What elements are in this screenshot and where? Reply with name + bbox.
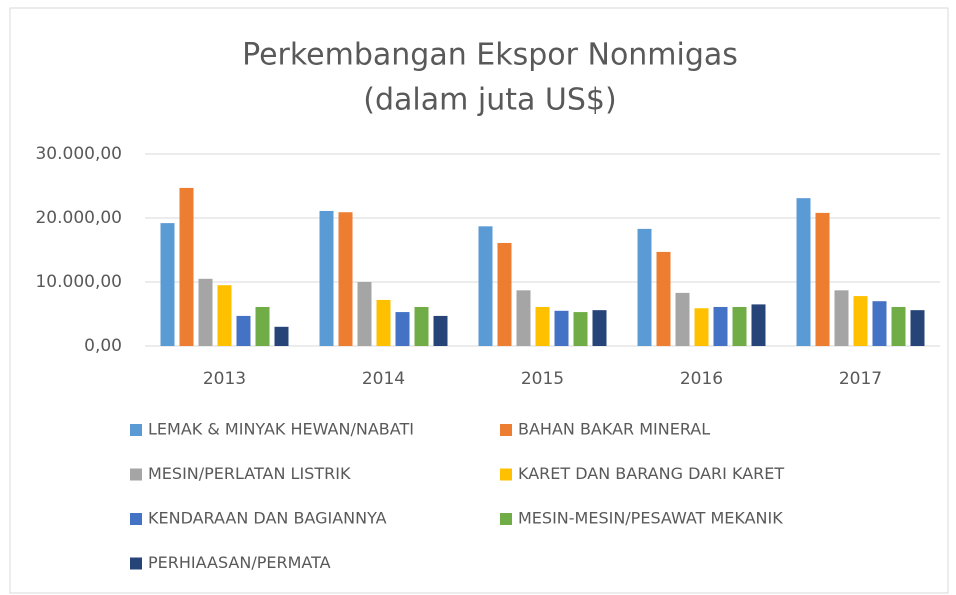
legend-swatch bbox=[500, 468, 512, 481]
legend-label: KENDARAAN DAN BAGIANNYA bbox=[148, 509, 387, 528]
legend-label: KARET DAN BARANG DARI KARET bbox=[518, 464, 784, 483]
bar bbox=[815, 212, 830, 346]
bar bbox=[478, 226, 493, 346]
bar bbox=[357, 282, 372, 346]
bar bbox=[414, 306, 429, 346]
bar bbox=[516, 290, 531, 346]
bar bbox=[395, 312, 410, 346]
bar bbox=[376, 299, 391, 346]
legend-swatch bbox=[130, 513, 142, 525]
chart-subtitle: (dalam juta US$) bbox=[363, 83, 616, 118]
bar bbox=[675, 292, 690, 346]
bar bbox=[573, 312, 588, 346]
legend-label: PERHIAASAN/PERMATA bbox=[148, 553, 331, 572]
bar bbox=[319, 210, 334, 346]
y-tick-label: 20.000,00 bbox=[35, 208, 122, 228]
bar bbox=[160, 223, 175, 346]
x-tick-label: 2016 bbox=[680, 369, 723, 389]
bar bbox=[217, 285, 232, 346]
bar bbox=[751, 304, 766, 346]
y-tick-label: 0,00 bbox=[84, 336, 122, 356]
legend-label: BAHAN BAKAR MINERAL bbox=[518, 420, 710, 439]
bar bbox=[637, 228, 652, 346]
chart-title: Perkembangan Ekspor Nonmigas bbox=[242, 38, 738, 73]
bar bbox=[796, 198, 811, 346]
bar bbox=[274, 326, 289, 346]
legend-swatch bbox=[130, 424, 142, 436]
bar bbox=[554, 310, 569, 346]
bar bbox=[255, 306, 270, 346]
legend-swatch bbox=[130, 557, 142, 570]
bar bbox=[236, 315, 251, 346]
bar bbox=[497, 242, 512, 346]
bar bbox=[853, 296, 868, 346]
bar bbox=[891, 306, 906, 346]
legend-swatch bbox=[130, 468, 142, 481]
x-tick-label: 2017 bbox=[839, 369, 882, 389]
legend-swatch bbox=[500, 513, 512, 525]
legend-label: LEMAK & MINYAK HEWAN/NABATI bbox=[148, 420, 414, 439]
x-tick-label: 2015 bbox=[521, 369, 564, 389]
bar bbox=[656, 251, 671, 346]
legend-swatch bbox=[500, 424, 512, 436]
y-tick-label: 10.000,00 bbox=[35, 272, 122, 292]
legend-label: MESIN-MESIN/PESAWAT MEKANIK bbox=[518, 509, 783, 528]
legend-label: MESIN/PERLATAN LISTRIK bbox=[148, 464, 351, 483]
bar bbox=[535, 306, 550, 346]
bar bbox=[834, 290, 849, 346]
bar bbox=[732, 306, 747, 346]
x-tick-label: 2014 bbox=[362, 369, 405, 389]
bar bbox=[694, 308, 709, 346]
bar bbox=[433, 315, 448, 346]
bar bbox=[592, 310, 607, 346]
bar bbox=[198, 278, 213, 346]
x-tick-label: 2013 bbox=[203, 369, 246, 389]
bar bbox=[910, 310, 925, 346]
bar bbox=[338, 212, 353, 346]
bar bbox=[872, 301, 887, 346]
bar bbox=[713, 306, 728, 346]
bar bbox=[179, 187, 194, 346]
y-tick-label: 30.000,00 bbox=[35, 144, 122, 164]
